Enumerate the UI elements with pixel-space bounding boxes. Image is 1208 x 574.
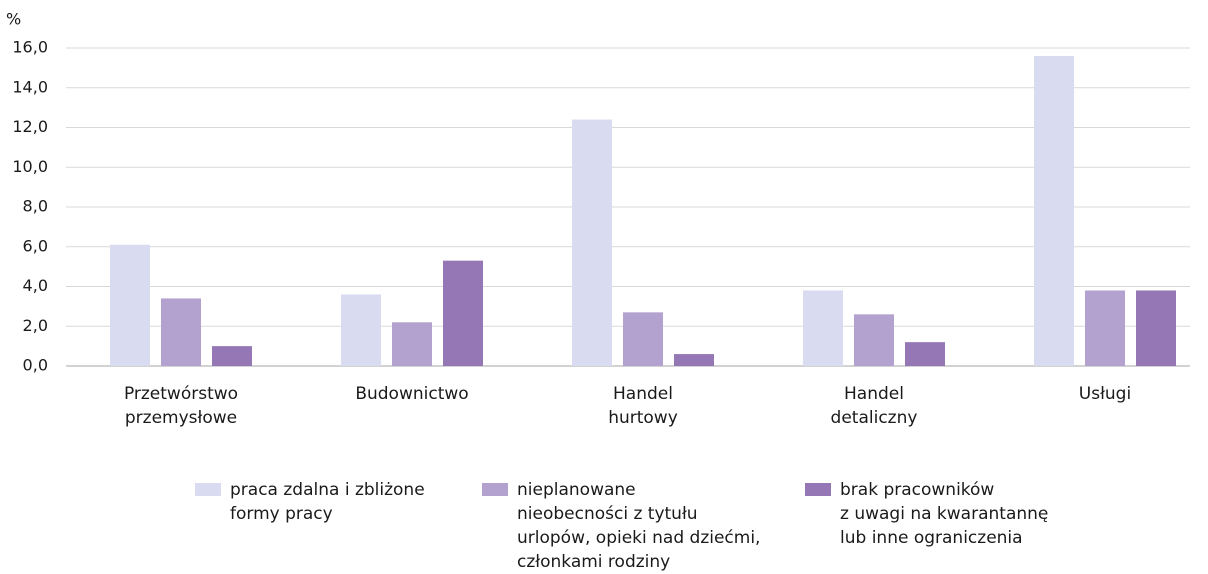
legend-label: praca zdalna i zbliżone formy pracy <box>230 480 425 524</box>
y-tick-label: 4,0 <box>23 276 48 295</box>
bar <box>1136 290 1176 366</box>
legend-label: nieplanowane nieobecności z tytułu urlop… <box>517 480 761 572</box>
x-tick-label: Przetwórstwo przemysłowe <box>123 384 239 428</box>
y-tick-label: 0,0 <box>23 356 48 375</box>
y-tick-label: 6,0 <box>23 236 48 255</box>
bar <box>341 294 381 366</box>
x-tick-label: Handel hurtowy <box>608 384 678 428</box>
x-tick-label: Usługi <box>1078 384 1132 404</box>
y-tick-label: 10,0 <box>12 157 48 176</box>
bar <box>854 314 894 366</box>
bar <box>443 260 483 366</box>
y-unit: % <box>6 10 21 29</box>
y-tick-label: 12,0 <box>12 117 48 136</box>
bar <box>110 244 150 366</box>
legend-swatch <box>195 483 221 496</box>
bar <box>803 290 843 366</box>
bar <box>392 322 432 366</box>
bar <box>1034 55 1074 366</box>
bar <box>572 119 612 366</box>
bar <box>905 342 945 366</box>
legend-swatch <box>805 483 831 496</box>
y-tick-label: 8,0 <box>23 197 48 216</box>
bar <box>623 312 663 366</box>
y-tick-label: 2,0 <box>23 316 48 335</box>
y-tick-label: 16,0 <box>12 38 48 57</box>
bar <box>161 298 201 366</box>
bar <box>1085 290 1125 366</box>
x-tick-label: Budownictwo <box>355 384 469 404</box>
legend-label: brak pracowników z uwagi na kwarantannę … <box>840 480 1049 548</box>
y-tick-label: 14,0 <box>12 77 48 96</box>
legend-swatch <box>482 483 508 496</box>
bar <box>212 346 252 366</box>
bar <box>674 354 714 366</box>
x-tick-label: Handel detaliczny <box>830 384 918 428</box>
